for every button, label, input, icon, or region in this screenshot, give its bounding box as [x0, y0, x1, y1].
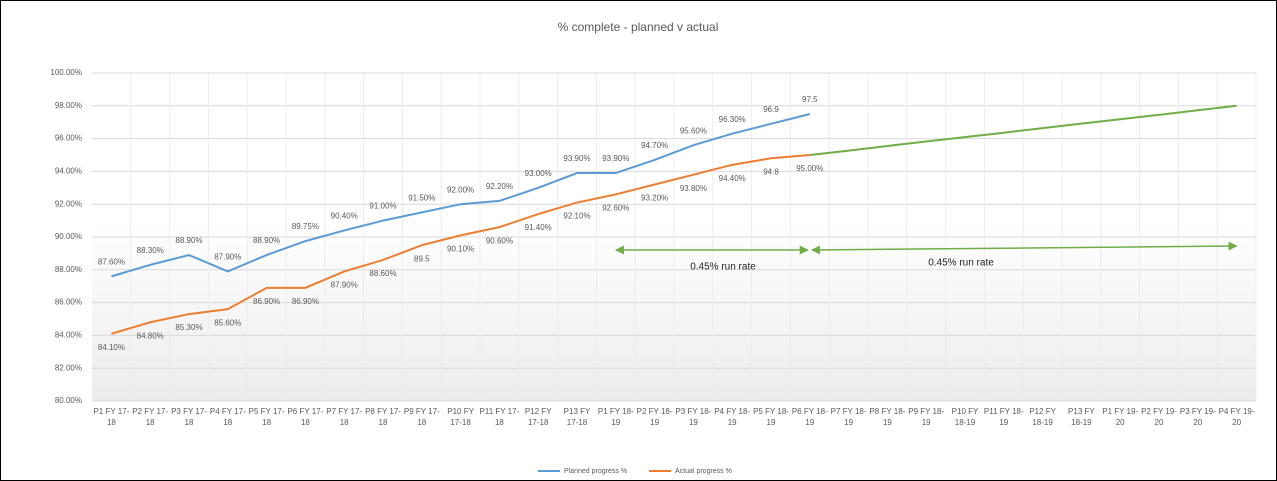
x-tick-label: P12 FY 17-18: [524, 407, 552, 427]
data-label: 92.10%: [563, 212, 590, 221]
series-line: [111, 113, 811, 278]
x-tick-label: P13 FY 17-18: [563, 407, 591, 427]
data-label: 87.60%: [98, 257, 125, 266]
x-tick-label: P4 FY 18-19: [714, 407, 751, 427]
y-tick-label: 86.00%: [55, 298, 82, 307]
legend-label: Actual progress %: [675, 468, 732, 475]
data-label: 84.10%: [98, 343, 125, 352]
data-label: 86.90%: [292, 297, 319, 306]
data-label: 88.90%: [175, 236, 202, 245]
data-label: 93.20%: [641, 194, 668, 203]
x-tick-label: P12 FY 18-19: [1029, 407, 1056, 427]
x-tick-label: P2 FY 17-18: [132, 407, 169, 427]
x-tick-label: P9 FY 18-19: [908, 407, 945, 427]
y-tick-label: 84.00%: [55, 331, 82, 340]
x-tick-label: P8 FY 17-18: [365, 407, 401, 427]
x-tick-label: P1 FY 18-19: [597, 407, 634, 427]
data-label: 85.60%: [214, 318, 241, 327]
y-tick-label: 94.00%: [55, 167, 82, 176]
y-tick-label: 90.00%: [55, 232, 82, 241]
data-label: 92.60%: [602, 203, 629, 212]
series-line: [111, 154, 810, 335]
x-tick-label: P4 FY 17-18: [209, 407, 246, 427]
data-label: 93.90%: [563, 154, 590, 163]
legend-label: Planned progress %: [564, 468, 627, 475]
data-label: 87.90%: [214, 253, 241, 262]
data-label: 86.90%: [253, 297, 280, 306]
x-tick-label: P13 FY 18-19: [1068, 407, 1095, 427]
y-tick-label: 88.00%: [55, 265, 82, 274]
x-tick-label: P5 FY 17-18: [248, 407, 285, 427]
x-tick-label: P6 FY 18-19: [791, 407, 828, 427]
data-label: 94.40%: [719, 174, 746, 183]
data-label: 88.60%: [369, 269, 396, 278]
data-label: 92.00%: [447, 185, 474, 194]
data-label: 93.00%: [525, 169, 552, 178]
series-line: [809, 104, 1237, 156]
y-tick-label: 80.00%: [55, 396, 82, 405]
x-tick-label: P9 FY 17-18: [403, 407, 440, 427]
x-tick-label: P7 FY 18-19: [830, 407, 867, 427]
x-tick-label: P10 FY 18-19: [951, 407, 979, 427]
annotation: 0.45% run rate: [690, 262, 756, 273]
x-tick-label: P1 FY 17-18: [93, 407, 130, 427]
x-tick-label: P10 FY 17-18: [447, 407, 474, 427]
data-label: 94.70%: [641, 141, 668, 150]
y-tick-label: 98.00%: [55, 101, 82, 110]
data-label: 87.90%: [331, 281, 358, 290]
data-label: 92.20%: [486, 182, 513, 191]
data-label: 90.60%: [486, 236, 513, 245]
data-label: 84.80%: [137, 331, 164, 340]
data-label: 91.00%: [369, 202, 396, 211]
x-tick-label: P4 FY 19-20: [1218, 407, 1255, 427]
y-tick-label: 100.00%: [50, 68, 82, 77]
data-label: 89.75%: [292, 222, 319, 231]
y-tick-label: 96.00%: [55, 134, 82, 143]
data-label: 90.10%: [447, 244, 474, 253]
data-label: 90.40%: [331, 212, 358, 221]
y-tick-label: 82.00%: [55, 363, 82, 372]
x-tick-label: P3 FY 17-18: [171, 407, 207, 427]
x-tick-label: P2 FY 19-20: [1141, 407, 1177, 427]
x-tick-label: P11 FY 18-19: [983, 407, 1024, 427]
data-label: 91.40%: [525, 223, 552, 232]
data-label: 85.30%: [175, 323, 202, 332]
x-tick-label: P7 FY 17-18: [326, 407, 363, 427]
data-label: 96.9: [763, 105, 779, 114]
data-label: 95.60%: [680, 126, 707, 135]
x-tick-label: P8 FY 18-19: [869, 407, 906, 427]
data-label: 91.50%: [408, 194, 435, 203]
y-tick-label: 92.00%: [55, 199, 82, 208]
data-label: 88.30%: [137, 246, 164, 255]
data-label: 93.90%: [602, 154, 629, 163]
x-tick-label: P11 FY 17-18: [479, 407, 520, 427]
data-label: 94.8: [763, 167, 779, 176]
data-label: 89.5: [414, 254, 430, 263]
x-tick-label: P3 FY 18-19: [675, 407, 712, 427]
x-tick-label: P1 FY 19-20: [1102, 407, 1139, 427]
x-tick-label: P2 FY 18-19: [636, 407, 673, 427]
run-rate-arrow: [810, 241, 1238, 255]
x-tick-label: P5 FY 18-19: [753, 407, 789, 427]
x-tick-label: P6 FY 17-18: [287, 407, 324, 427]
data-label: 97.5: [802, 95, 818, 104]
x-tick-label: P3 FY 19-20: [1179, 407, 1216, 427]
data-label: 95.00%: [796, 164, 823, 173]
annotation: 0.45% run rate: [928, 258, 994, 269]
data-label: 93.80%: [680, 184, 707, 193]
data-label: 88.90%: [253, 236, 280, 245]
chart-title: % complete - planned v actual: [558, 20, 719, 34]
data-label: 96.30%: [719, 115, 746, 124]
